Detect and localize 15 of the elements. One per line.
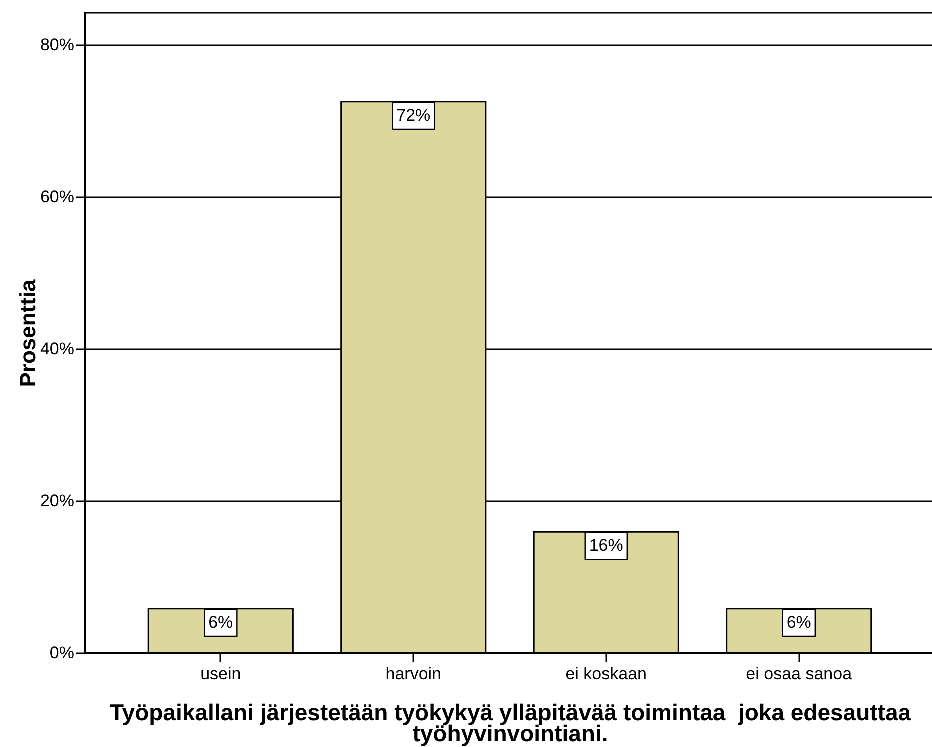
x-tick-label: harvoin [386,664,442,684]
x-tick-label: ei osaa sanoa [746,664,853,684]
y-tick-label: 80% [40,35,74,54]
y-tick-label: 20% [40,491,74,510]
y-axis-title: Prosenttia [16,278,40,388]
x-axis-title: Työpaikallani järjestetään työkykyä ylläpitävää toimintaa joka edesauttaa työhyvinvointiani. [110,700,912,746]
x-tick-label: usein [200,664,242,684]
x-tick-label: ei koskaan [566,664,648,684]
data-label: 6% [786,612,812,632]
y-tick-label: 60% [40,187,74,206]
y-tick-label: 0% [50,644,74,662]
data-label: 6% [208,612,234,632]
data-label: 72% [396,106,431,125]
y-tick-label: 40% [40,339,74,358]
data-label: 16% [589,536,624,556]
